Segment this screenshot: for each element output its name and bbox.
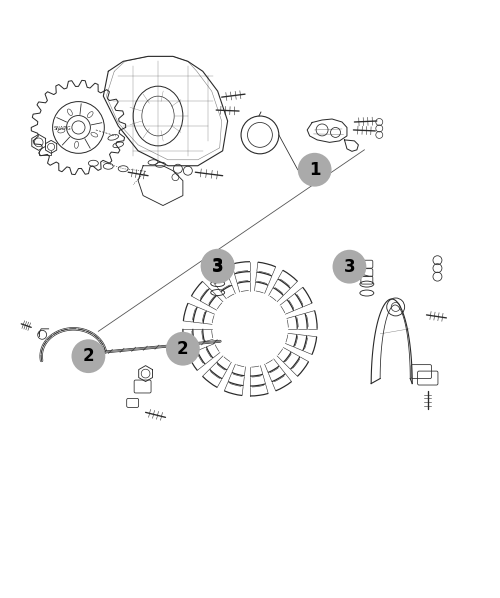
Circle shape: [201, 249, 234, 283]
Circle shape: [332, 250, 366, 283]
Text: 2: 2: [177, 340, 188, 358]
Text: 1: 1: [309, 161, 320, 179]
Text: 3: 3: [212, 257, 224, 274]
Circle shape: [201, 250, 234, 283]
Circle shape: [166, 332, 200, 365]
Text: 3: 3: [344, 258, 355, 276]
Text: 3: 3: [212, 258, 224, 276]
Circle shape: [72, 339, 106, 373]
Circle shape: [298, 153, 332, 187]
Text: 2: 2: [82, 347, 94, 365]
Text: SNAP.G: SNAP.G: [54, 126, 71, 131]
